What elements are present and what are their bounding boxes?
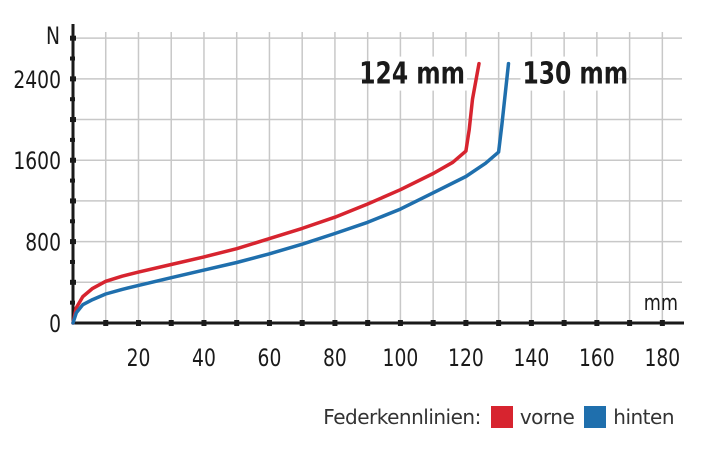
legend-swatch-hinten [584,406,607,428]
y-tick-mark [70,35,76,41]
x-tick-mark [659,320,665,326]
y-minor-tick-mark [70,56,75,61]
x-tick-mark [103,320,109,326]
x-tick-mark [627,320,633,326]
x-tick-mark [430,320,436,326]
legend-entry-hinten: hinten [580,405,674,429]
y-tick-label: 2400 [13,67,61,95]
y-tick-mark [70,198,76,204]
x-tick-label: 120 [448,345,484,373]
x-tick-mark [135,320,141,326]
legend-label-hinten: hinten [613,405,674,429]
x-tick-mark [299,320,305,326]
axes [70,24,684,326]
x-tick-label: 40 [192,345,216,373]
x-tick-mark [594,320,600,326]
legend-entry-vorne: vorne [487,405,575,429]
y-minor-tick-mark [70,178,75,183]
series-line-vorne [71,61,481,325]
x-tick-mark [168,320,174,326]
labels: 20 40 60 80 100 120 140 160 180 0 800 1600 2400 Nmm 12… [13,23,680,373]
y-tick-label: 0 [49,311,61,339]
x-tick-mark [201,320,207,326]
series-end-label-vorne: 124 mm [359,57,465,92]
x-axis-label: mm [644,290,678,315]
y-tick-mark [70,239,76,245]
y-minor-tick-mark [70,259,75,264]
x-tick-label: 140 [514,345,550,373]
y-tick-mark [70,76,76,82]
x-tick-mark [463,320,469,326]
series [71,61,511,325]
y-minor-tick-mark [70,137,75,142]
x-tick-label: 100 [383,345,419,373]
series-end-label-bg [520,56,619,91]
legend-swatch-vorne [490,406,513,428]
y-tick-mark [70,117,76,123]
y-axis-label: N [46,23,60,51]
series-end-label-hinten: 130 mm [522,57,628,92]
series-end-label-bg [369,56,467,91]
x-tick-label: 80 [323,345,347,373]
x-tick-label: 60 [258,345,282,373]
y-minor-tick-mark [70,219,75,224]
legend-label-vorne: vorne [519,405,575,429]
x-tick-mark [561,320,567,326]
x-tick-mark [528,320,534,326]
x-tick-mark [365,320,371,326]
x-tick-label: 20 [127,345,151,373]
x-tick-mark [234,320,240,326]
y-tick-mark [70,279,76,285]
y-tick-label: 1600 [13,148,61,176]
legend-title: Federkennlinien: [323,405,481,429]
y-minor-tick-mark [70,300,75,305]
x-tick-mark [332,320,338,326]
x-tick-mark [496,320,502,326]
y-tick-label: 800 [25,229,61,257]
y-tick-mark [70,157,76,163]
x-tick-label: 180 [644,345,680,373]
y-minor-tick-mark [70,97,75,102]
x-tick-mark [266,320,272,326]
legend: Federkennlinien: vorne hinten [323,402,680,432]
x-tick-label: 160 [579,345,615,373]
series-line-hinten [71,61,511,325]
x-tick-mark [397,320,403,326]
